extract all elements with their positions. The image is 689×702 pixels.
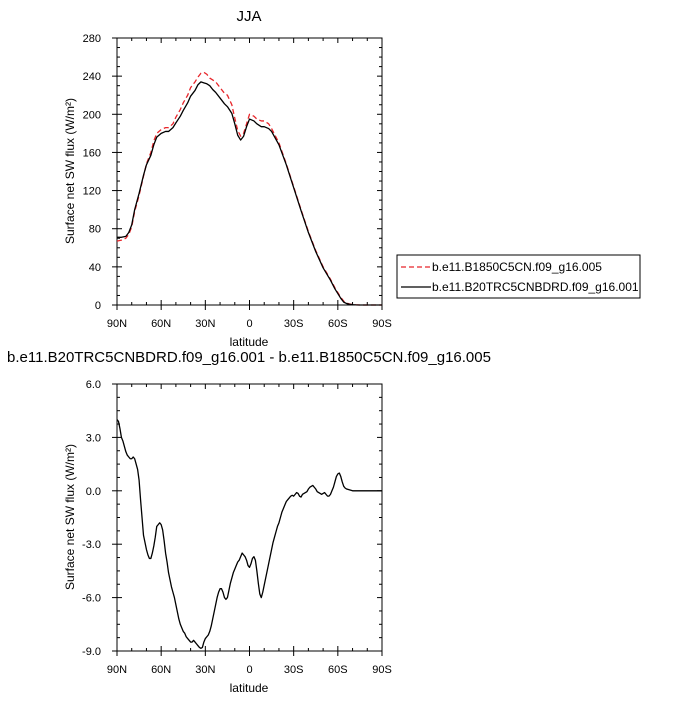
bottom-plot-frame bbox=[116, 383, 383, 652]
top-y-tick-label: 0 bbox=[95, 300, 101, 312]
top-x-tick-label: 30N bbox=[195, 318, 215, 330]
bottom-series-line-1 bbox=[116, 419, 382, 649]
bottom-x-axis-label: latitude bbox=[230, 681, 269, 695]
bottom-x-ticks: 90N 60N 30N 0 30S 60S 90S bbox=[107, 384, 392, 676]
bottom-y-tick-label: -6.0 bbox=[82, 593, 101, 605]
bottom-x-tick-label: 90N bbox=[107, 664, 127, 676]
top-y-tick-label: 40 bbox=[89, 262, 101, 274]
top-x-tick-label: 90S bbox=[372, 318, 392, 330]
legend: b.e11.B1850C5CN.f09_g16.005 b.e11.B20TRC… bbox=[396, 254, 641, 299]
legend-label-2: b.e11.B20TRC5CNBDRD.f09_g16.001 bbox=[432, 280, 639, 294]
top-x-axis-label: latitude bbox=[230, 335, 269, 349]
top-x-tick-label: 90N bbox=[107, 318, 127, 330]
top-y-tick-label: 80 bbox=[89, 224, 101, 236]
bottom-y-ticks: -9.0 -6.0 -3.0 0.0 3.0 6.0 bbox=[82, 379, 382, 658]
bottom-y-tick-label: 3.0 bbox=[86, 432, 101, 444]
top-x-tick-label: 30S bbox=[284, 318, 304, 330]
top-panel: JJA 0 40 80 120 160 200 240 280 90N 60N 30N 0 30S 60… bbox=[63, 8, 392, 349]
top-y-tick-label: 280 bbox=[83, 33, 101, 45]
bottom-panel: b.e11.B20TRC5CNBDRD.f09_g16.001 - b.e11.… bbox=[7, 349, 491, 695]
top-y-tick-label: 120 bbox=[83, 186, 101, 198]
bottom-chart-title: b.e11.B20TRC5CNBDRD.f09_g16.001 - b.e11.… bbox=[7, 349, 491, 366]
top-series-line-1 bbox=[116, 71, 382, 306]
bottom-x-tick-label: 0 bbox=[246, 664, 252, 676]
top-y-ticks: 0 40 80 120 160 200 240 280 bbox=[83, 33, 382, 312]
bottom-y-axis-label: Surface net SW flux (W/m²) bbox=[63, 444, 77, 590]
top-series-line-2 bbox=[117, 81, 382, 306]
top-y-axis-label: Surface net SW flux (W/m²) bbox=[63, 98, 77, 244]
legend-box bbox=[396, 254, 641, 299]
top-series-group bbox=[116, 71, 382, 306]
top-y-tick-label: 160 bbox=[83, 147, 101, 159]
top-x-tick-label: 60N bbox=[151, 318, 171, 330]
bottom-y-tick-label: 6.0 bbox=[86, 379, 101, 391]
bottom-x-tick-label: 60S bbox=[328, 664, 348, 676]
top-x-tick-label: 60S bbox=[328, 318, 348, 330]
bottom-x-tick-label: 60N bbox=[151, 664, 171, 676]
top-y-tick-label: 240 bbox=[83, 71, 101, 83]
legend-label-1: b.e11.B1850C5CN.f09_g16.005 bbox=[432, 260, 602, 274]
bottom-x-tick-label: 30S bbox=[284, 664, 304, 676]
bottom-y-tick-label: -3.0 bbox=[82, 539, 101, 551]
top-chart-title: JJA bbox=[236, 8, 261, 25]
bottom-x-tick-label: 90S bbox=[372, 664, 392, 676]
top-plot-frame bbox=[116, 37, 383, 306]
top-x-tick-label: 0 bbox=[246, 318, 252, 330]
top-y-tick-label: 200 bbox=[83, 109, 101, 121]
bottom-y-tick-label: -9.0 bbox=[82, 646, 101, 658]
bottom-series-group bbox=[116, 419, 382, 649]
bottom-x-tick-label: 30N bbox=[195, 664, 215, 676]
bottom-y-tick-label: 0.0 bbox=[86, 486, 101, 498]
top-x-ticks: 90N 60N 30N 0 30S 60S 90S bbox=[107, 38, 392, 330]
